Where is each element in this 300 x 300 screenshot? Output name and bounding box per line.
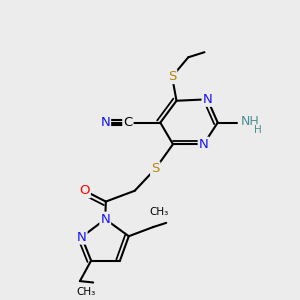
Text: C: C	[123, 116, 133, 129]
Text: N: N	[100, 116, 110, 129]
Text: NH: NH	[241, 115, 260, 128]
Text: N: N	[202, 93, 212, 106]
Text: S: S	[168, 70, 176, 83]
Text: CH₃: CH₃	[150, 207, 169, 217]
Text: O: O	[80, 184, 90, 197]
Text: CH₃: CH₃	[77, 287, 96, 297]
Text: N: N	[77, 231, 87, 244]
Text: N: N	[199, 138, 208, 151]
Text: N: N	[100, 213, 110, 226]
Text: H: H	[254, 125, 261, 135]
Text: S: S	[151, 162, 160, 176]
